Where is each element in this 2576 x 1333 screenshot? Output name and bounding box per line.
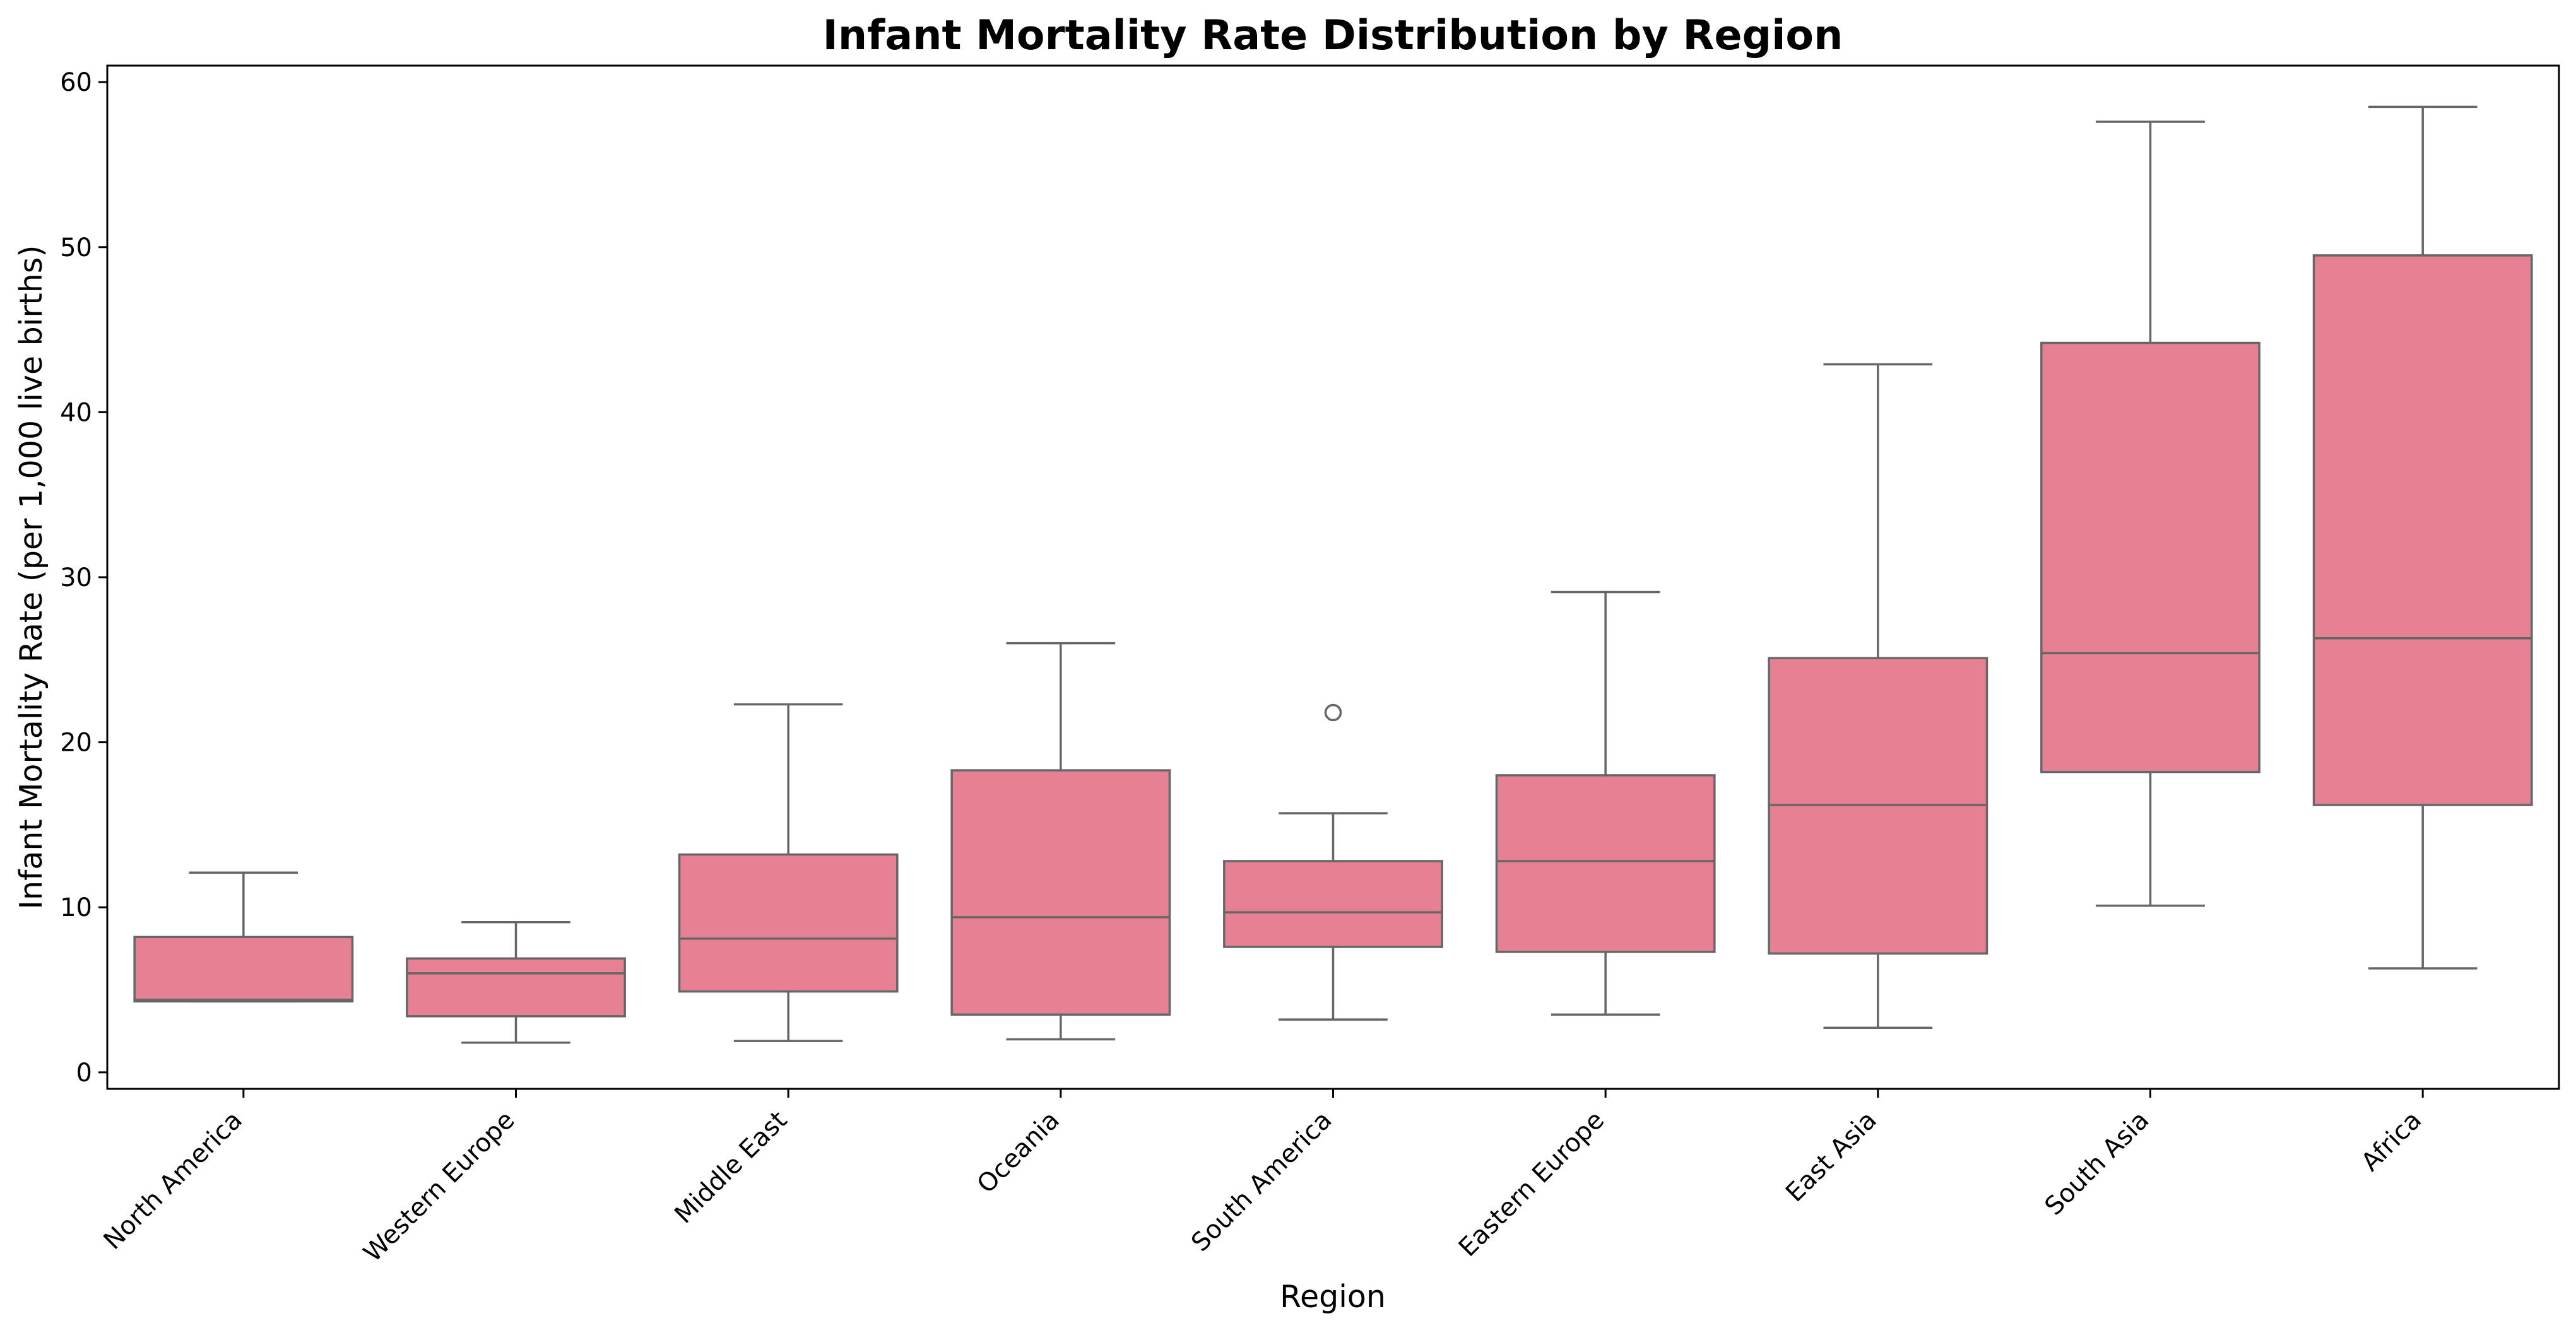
iqr-box	[2040, 341, 2260, 773]
box-group	[133, 871, 354, 1003]
x-axis-label: Region	[1280, 1279, 1386, 1315]
outlier-point	[1324, 703, 1342, 722]
iqr-box	[1495, 774, 1716, 953]
box-group	[1223, 703, 1443, 1021]
x-tick-label: Oceania	[972, 1106, 1065, 1199]
x-tick-label: Western Europe	[358, 1106, 521, 1268]
box-group	[678, 703, 899, 1042]
iqr-box	[950, 769, 1171, 1016]
x-tick-label: South Asia	[2040, 1106, 2155, 1221]
iqr-box	[678, 853, 899, 993]
y-tick-label: 60	[60, 68, 92, 97]
x-tick-label: Middle East	[669, 1106, 793, 1230]
x-tick-label: Africa	[2356, 1106, 2427, 1177]
box-group	[1768, 363, 1988, 1029]
box-group	[2040, 120, 2260, 907]
x-axis: North America Western Europe Middle East Oc…	[98, 1089, 2427, 1268]
x-tick-label: South America	[1186, 1106, 1337, 1257]
box-group	[2312, 105, 2533, 970]
y-tick-label: 40	[60, 398, 92, 427]
box-group	[950, 642, 1171, 1041]
box-group	[1495, 590, 1716, 1016]
y-axis-label: Infant Mortality Rate (per 1,000 live bi…	[13, 245, 49, 910]
x-tick-label: North America	[98, 1106, 248, 1255]
iqr-box	[2312, 254, 2533, 806]
y-tick-label: 20	[60, 729, 92, 758]
iqr-box	[406, 957, 626, 1018]
y-tick-label: 50	[60, 233, 92, 262]
y-tick-label: 30	[60, 563, 92, 592]
iqr-box	[1223, 860, 1443, 948]
y-tick-label: 0	[76, 1059, 92, 1088]
plot-frame	[106, 64, 2560, 1090]
plot-area	[133, 105, 2533, 1044]
x-tick-label: East Asia	[1780, 1106, 1882, 1208]
y-axis: 0 10 20 30 40 50 60	[60, 68, 107, 1088]
iqr-box	[133, 936, 354, 1003]
chart-title: Infant Mortality Rate Distribution by Re…	[823, 12, 1843, 59]
x-tick-label: Eastern Europe	[1453, 1106, 1610, 1262]
box-group	[406, 921, 626, 1044]
y-tick-label: 10	[60, 893, 92, 922]
